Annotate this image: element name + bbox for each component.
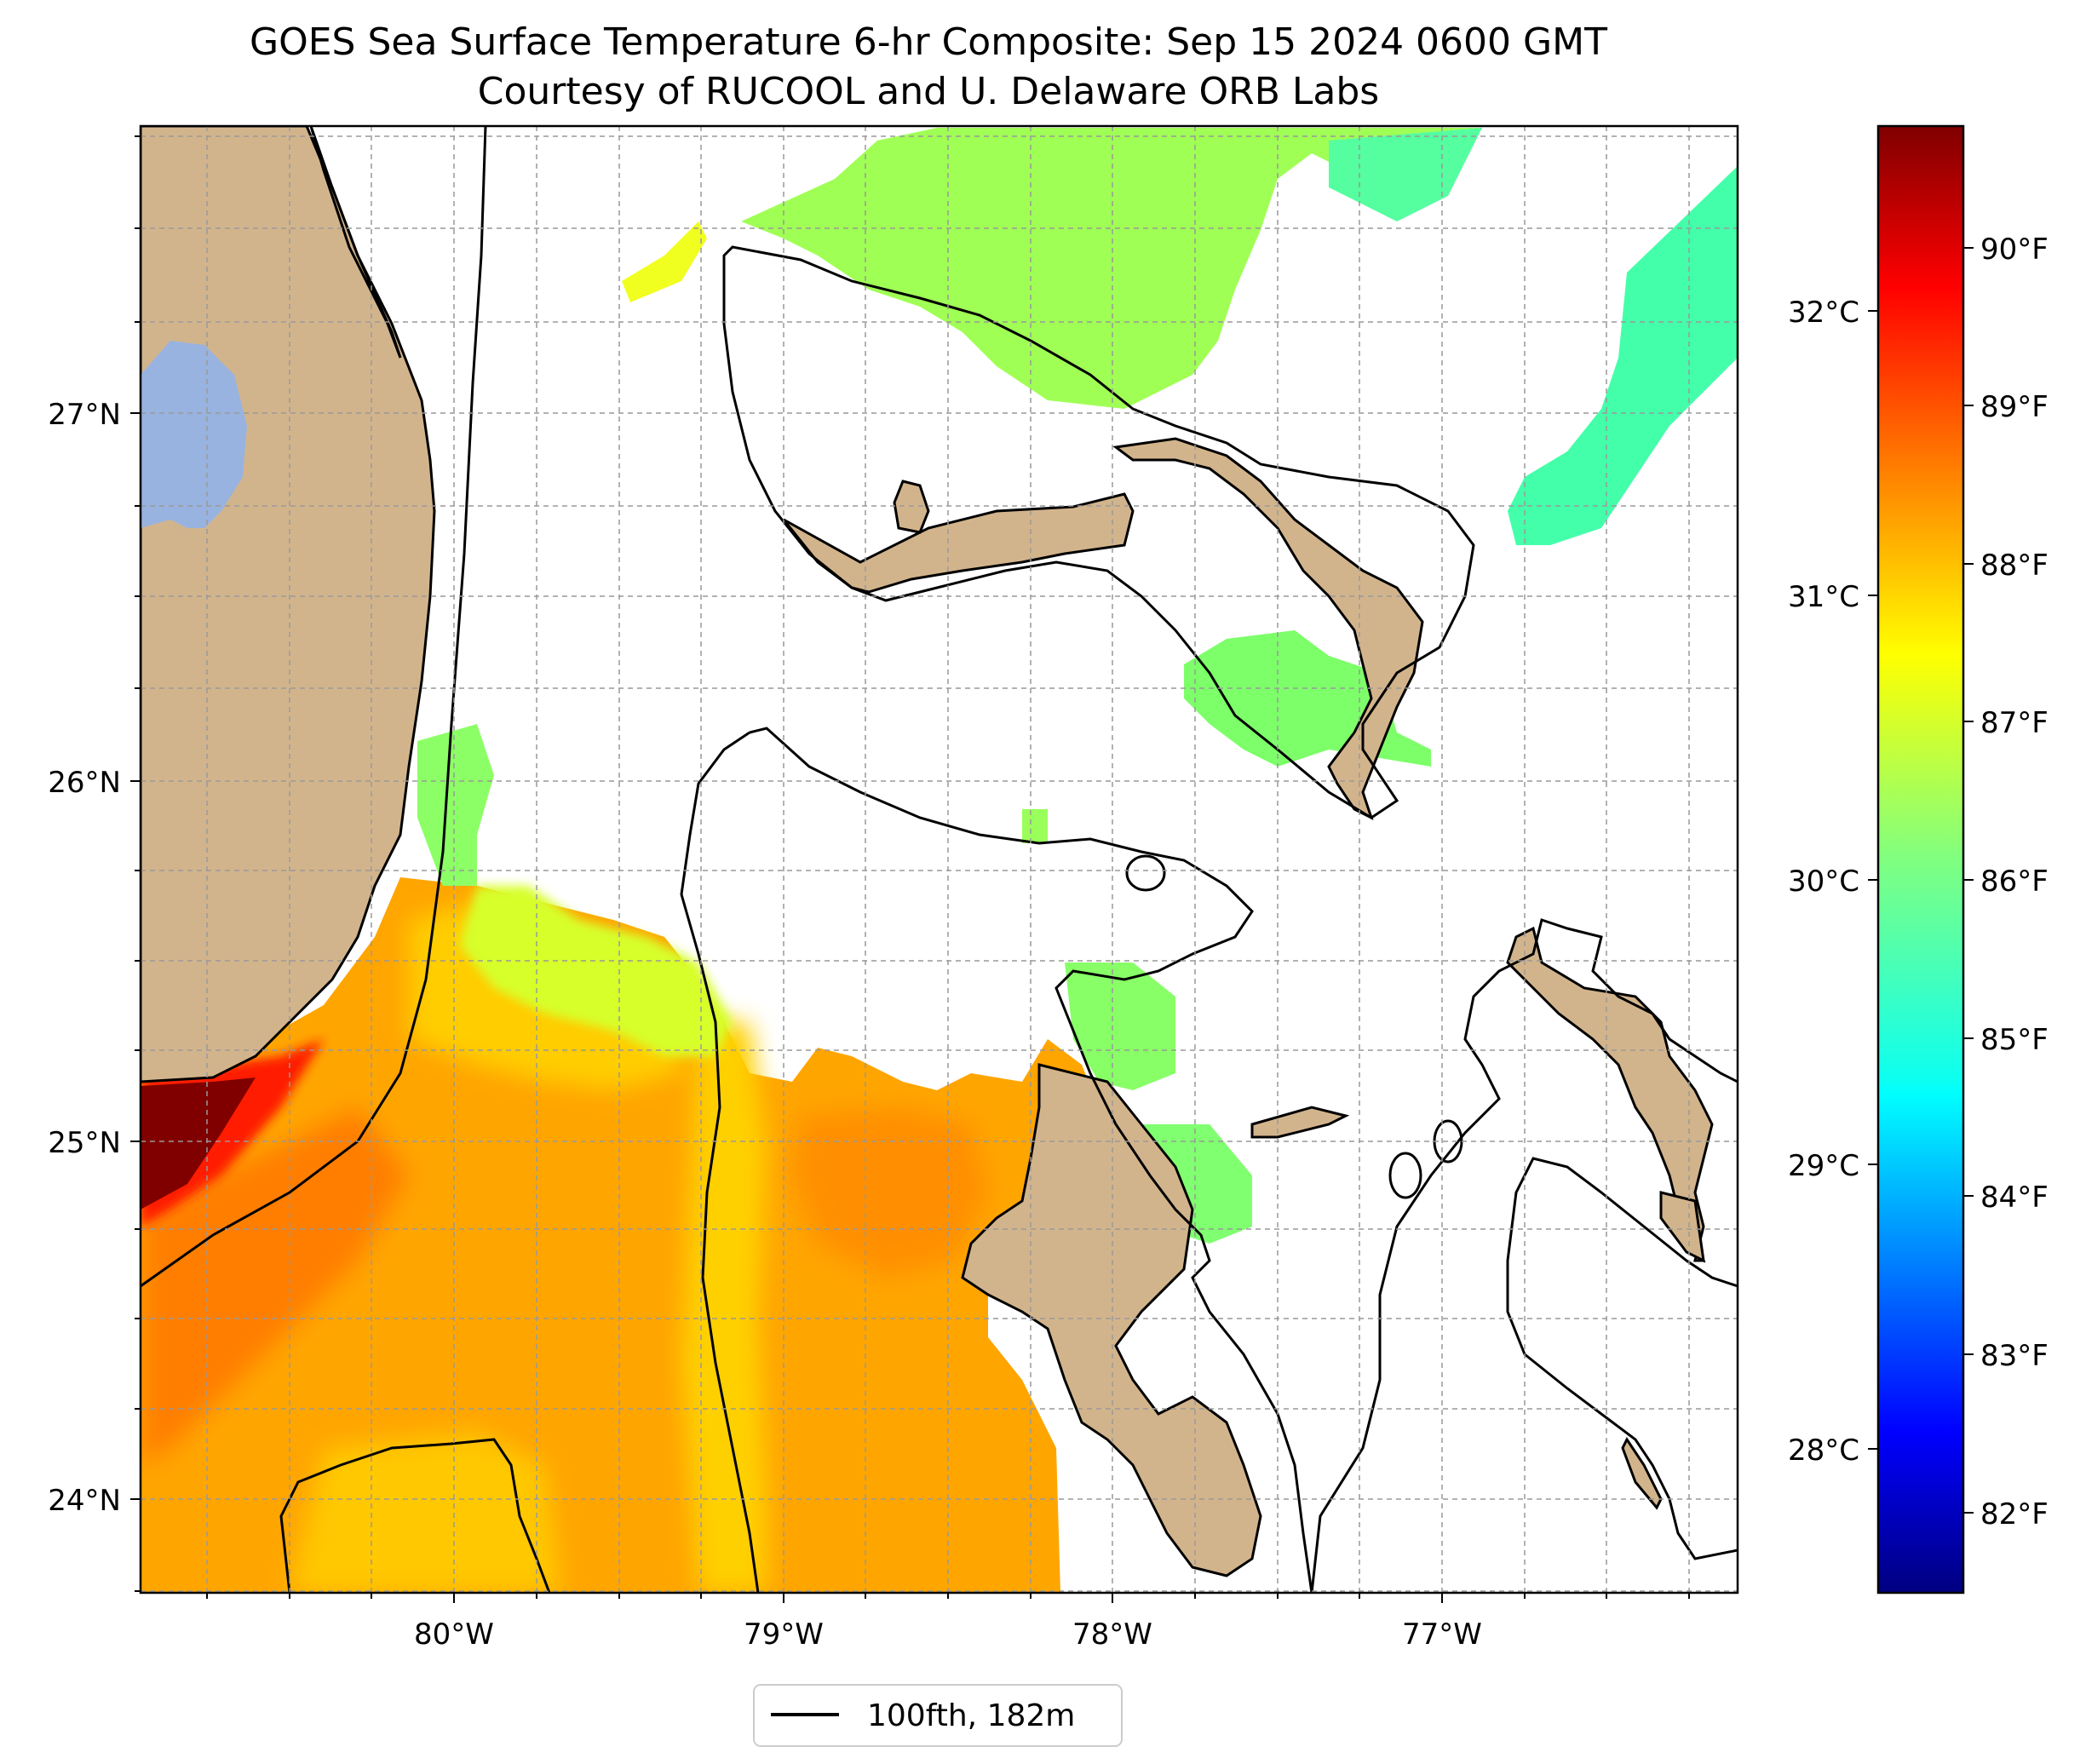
land-abaco (1112, 437, 1424, 820)
lon-label-79w: 79°W (744, 1617, 824, 1652)
lake-okeechobee (141, 341, 247, 528)
cbar-c-label-29: 29°C (1788, 1149, 1859, 1183)
land-eleuthera-south (1659, 1191, 1705, 1263)
cbar-f-label-84: 84°F (1980, 1181, 2049, 1215)
isobath-great-bahama-bank-west (749, 727, 1313, 1593)
sst-region-green-florida (417, 724, 494, 886)
axis-ticks (130, 135, 1690, 1603)
cbar-f-label-86: 86°F (1980, 865, 2049, 899)
sst-region-green-north (741, 128, 1482, 409)
lon-label-80w: 80°W (414, 1617, 494, 1652)
sst-field-north (622, 128, 1738, 1244)
cbar-c-label-31: 31°C (1788, 580, 1859, 614)
cbar-f-label-89: 89°F (1980, 390, 2049, 424)
sst-region-yellow-patch (622, 221, 707, 302)
sst-region-yellow-south (290, 1431, 562, 1593)
cbar-f-label-87: 87°F (1980, 706, 2049, 740)
sst-region-darkred (141, 1077, 256, 1210)
land-exuma-cays (1621, 1437, 1663, 1510)
lat-label-26: 26°N (48, 766, 121, 800)
map-title: GOES Sea Surface Temperature 6-hr Compos… (250, 20, 1607, 64)
land-berry-islands (1250, 1106, 1350, 1139)
cbar-c-label-32: 32°C (1788, 296, 1859, 330)
map-area (141, 126, 1738, 1593)
sst-region-teal-north (1329, 128, 1482, 221)
sst-region-yellow-channel (681, 1022, 767, 1593)
colorbar (1876, 124, 1965, 1594)
map-frame (139, 124, 1739, 1594)
sst-region-green-speck (1022, 809, 1048, 843)
land-grand-bahama-east (893, 480, 930, 534)
land-andros (961, 1063, 1262, 1577)
lat-label-27: 27°N (48, 398, 121, 432)
lon-label-78w: 78°W (1072, 1617, 1152, 1652)
isobath-seamount-3 (1125, 854, 1166, 892)
colorbar-ticks (1868, 247, 1974, 1514)
sst-region-orange-east (792, 1107, 988, 1278)
cbar-f-label-83: 83°F (1980, 1339, 2049, 1373)
isobath-eleuthera-west (1310, 918, 1738, 1593)
lat-label-24: 24°N (48, 1484, 121, 1518)
cbar-f-label-90: 90°F (1980, 233, 2049, 267)
sst-region-green-bimini (1065, 962, 1175, 1090)
gridlines (141, 126, 1738, 1593)
map-subtitle: Courtesy of RUCOOL and U. Delaware ORB L… (478, 70, 1379, 113)
lat-label-25: 25°N (48, 1126, 121, 1160)
coast-barrier-islands (309, 126, 402, 359)
cbar-c-label-28: 28°C (1788, 1434, 1859, 1468)
legend: 100fth, 182m (753, 1684, 1123, 1747)
isobath-cay-sal-bank (279, 1438, 551, 1593)
isobath-florida-east (141, 126, 487, 1288)
legend-label: 100fth, 182m (867, 1698, 1075, 1733)
isobath-little-bahama-bank (722, 245, 1475, 819)
isobath-100fth (141, 126, 1738, 1593)
isobath-cay-sal-west (680, 731, 760, 1593)
sst-region-teal-east (1508, 166, 1738, 545)
cbar-f-label-85: 85°F (1980, 1023, 2049, 1057)
cbar-f-label-82: 82°F (1980, 1497, 2049, 1531)
isobath-seamount-1 (1388, 1152, 1422, 1199)
cbar-c-label-30: 30°C (1788, 865, 1859, 899)
legend-box (753, 1684, 1123, 1747)
sst-region-yellowgreen (460, 886, 733, 1056)
cbar-f-label-88: 88°F (1980, 549, 2049, 583)
lon-label-77w: 77°W (1402, 1617, 1482, 1652)
